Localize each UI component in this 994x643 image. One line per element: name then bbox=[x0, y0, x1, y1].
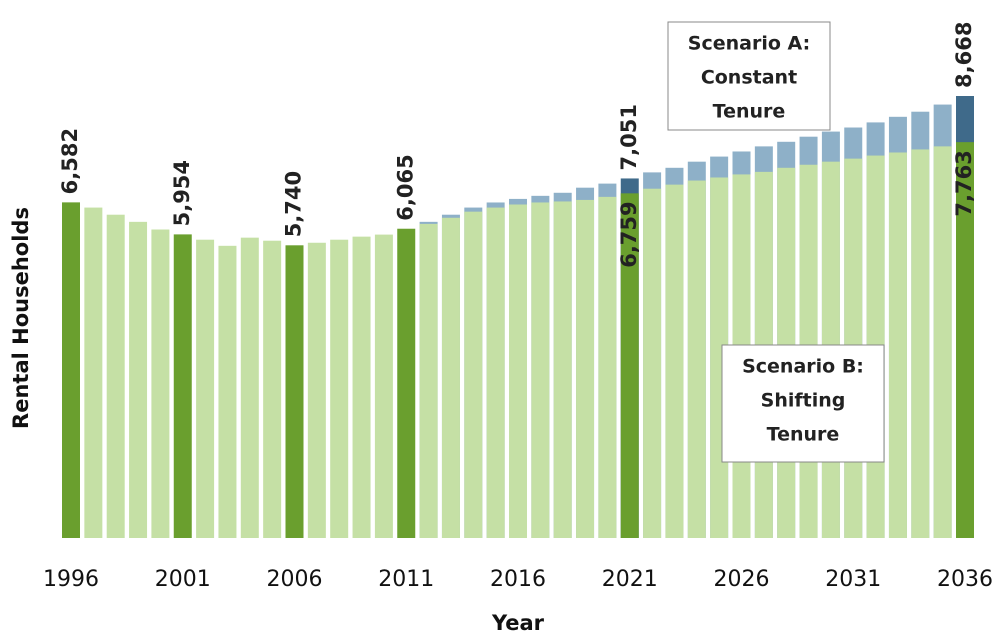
bar bbox=[374, 234, 393, 538]
annotation-text: Scenario A: bbox=[688, 33, 810, 55]
bar bbox=[62, 202, 80, 538]
bar bbox=[419, 223, 438, 539]
annotation-text: Tenure bbox=[767, 424, 840, 446]
value-label: 5,954 bbox=[170, 160, 194, 226]
value-label: 6,065 bbox=[393, 154, 417, 220]
x-tick-label: 1996 bbox=[43, 567, 99, 592]
x-tick-label: 2021 bbox=[602, 567, 658, 592]
value-label: 7,763 bbox=[952, 150, 976, 216]
bar bbox=[151, 229, 170, 538]
annotation-box bbox=[667, 21, 831, 131]
x-tick-label: 2026 bbox=[714, 567, 770, 592]
x-tick-label: 2016 bbox=[490, 567, 546, 592]
bar bbox=[531, 202, 550, 538]
bar bbox=[620, 193, 639, 538]
annotation-text: Constant bbox=[701, 67, 797, 89]
value-label: 6,759 bbox=[617, 201, 641, 267]
annotation-box bbox=[721, 344, 885, 463]
bar bbox=[196, 239, 215, 538]
bar bbox=[330, 239, 349, 538]
x-tick-label: 2031 bbox=[825, 567, 881, 592]
bar bbox=[956, 142, 974, 539]
value-label: 7,051 bbox=[617, 104, 641, 170]
x-axis-label: Year bbox=[491, 611, 545, 635]
bar bbox=[933, 146, 952, 538]
bar bbox=[888, 152, 907, 538]
x-tick-label: 2006 bbox=[267, 567, 323, 592]
bar bbox=[106, 214, 125, 539]
bar bbox=[84, 207, 103, 538]
bar bbox=[352, 236, 371, 539]
bar bbox=[285, 245, 304, 538]
bar bbox=[687, 180, 706, 539]
bar bbox=[486, 207, 505, 538]
annotation-text: Tenure bbox=[713, 101, 786, 123]
annotation-text: Scenario B: bbox=[742, 356, 864, 378]
y-axis-label: Rental Households bbox=[9, 207, 33, 429]
bar bbox=[263, 240, 282, 538]
x-tick-label: 2001 bbox=[155, 567, 211, 592]
bar bbox=[509, 204, 527, 539]
bar bbox=[643, 188, 662, 538]
bar bbox=[911, 149, 930, 539]
bar bbox=[464, 211, 483, 538]
bar bbox=[173, 234, 192, 539]
bar bbox=[553, 201, 572, 538]
x-tick-label: 2011 bbox=[378, 567, 434, 592]
bar bbox=[397, 228, 416, 538]
bar bbox=[598, 196, 617, 538]
x-tick-label: 2036 bbox=[937, 567, 993, 592]
value-label: 5,740 bbox=[282, 171, 306, 237]
value-label: 8,668 bbox=[952, 22, 976, 88]
bar bbox=[307, 242, 326, 538]
value-label: 6,582 bbox=[58, 128, 82, 194]
bar bbox=[441, 217, 460, 538]
bar bbox=[576, 199, 595, 539]
annotation-text: Shifting bbox=[761, 390, 846, 412]
bar bbox=[240, 237, 259, 539]
bar bbox=[218, 245, 237, 539]
bar bbox=[665, 184, 684, 538]
bar bbox=[129, 221, 148, 538]
